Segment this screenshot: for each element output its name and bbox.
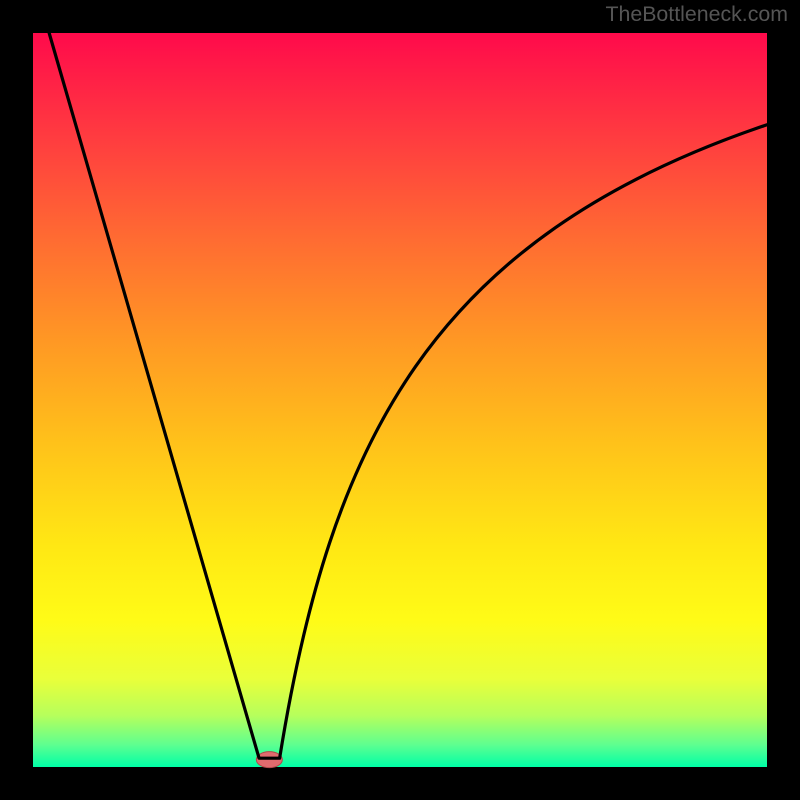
chart-container: TheBottleneck.com <box>0 0 800 800</box>
plot-background <box>33 33 767 767</box>
bottleneck-curve-chart <box>0 0 800 800</box>
